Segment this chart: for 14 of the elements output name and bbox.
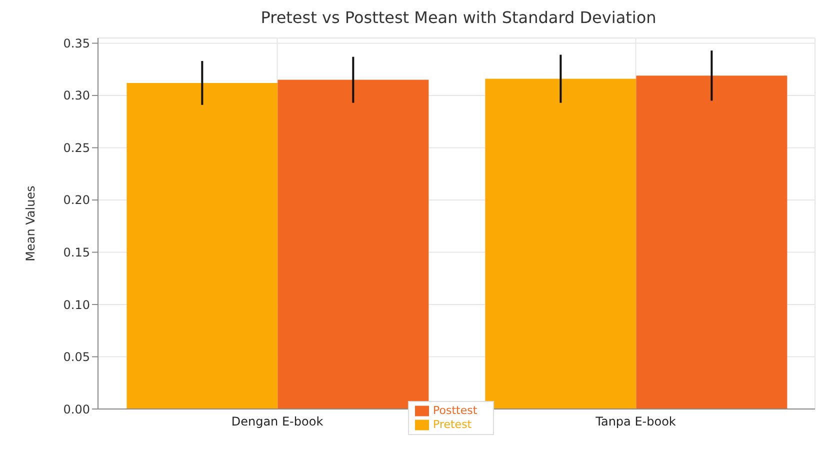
y-tick-label: 0.15 — [63, 246, 90, 260]
y-tick-label: 0.05 — [63, 350, 90, 364]
y-tick-label: 0.25 — [63, 140, 90, 155]
y-tick-label: 0.20 — [63, 193, 90, 208]
y-tick-label: 0.30 — [63, 88, 90, 103]
chart-title: Pretest vs Posttest Mean with Standard Deviation — [260, 8, 658, 29]
legend-label: Posttest — [433, 404, 478, 418]
y-tick-label: 0.35 — [63, 36, 90, 50]
y-axis-title: Mean Values — [23, 186, 38, 262]
y-tick-label: 0.10 — [63, 298, 90, 312]
x-tick-label: Dengan E-book — [231, 414, 324, 429]
x-tick-label: Tanpa E-book — [594, 414, 676, 429]
y-tick-label: 0.00 — [63, 402, 90, 416]
legend-label: Pretest — [433, 418, 472, 432]
